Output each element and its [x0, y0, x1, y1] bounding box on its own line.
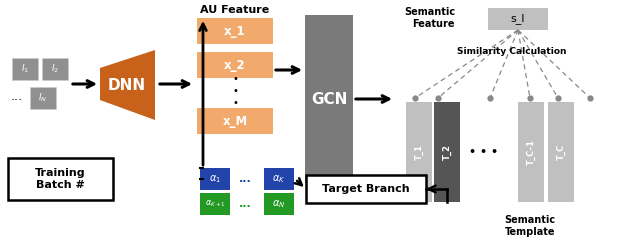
Text: Semantic
Feature: Semantic Feature [404, 7, 455, 29]
Text: x_2: x_2 [224, 59, 246, 72]
Text: ...: ... [239, 199, 252, 209]
Text: T_1: T_1 [415, 144, 424, 160]
Text: ...: ... [11, 90, 23, 103]
Text: $I_N$: $I_N$ [38, 92, 47, 104]
Text: AU Feature: AU Feature [200, 5, 269, 15]
Text: ...: ... [239, 174, 252, 184]
Text: T_2: T_2 [442, 144, 452, 160]
Text: $\alpha_{K+1}$: $\alpha_{K+1}$ [205, 199, 225, 209]
FancyBboxPatch shape [518, 102, 544, 202]
Text: $I_1$: $I_1$ [21, 63, 29, 75]
FancyBboxPatch shape [12, 58, 38, 80]
FancyBboxPatch shape [305, 15, 353, 183]
Text: Training
Batch #: Training Batch # [35, 168, 85, 190]
FancyBboxPatch shape [488, 8, 548, 30]
Text: GCN: GCN [311, 92, 347, 107]
Text: x_1: x_1 [224, 25, 246, 37]
Text: •
•
•: • • • [232, 74, 238, 108]
FancyBboxPatch shape [264, 193, 294, 215]
Text: T_C: T_C [556, 144, 566, 160]
Text: • • •: • • • [469, 147, 499, 157]
FancyBboxPatch shape [197, 52, 273, 78]
Polygon shape [100, 50, 155, 120]
Text: T_C-1: T_C-1 [527, 139, 536, 165]
Text: $\alpha_N$: $\alpha_N$ [273, 198, 285, 210]
FancyBboxPatch shape [200, 193, 230, 215]
FancyBboxPatch shape [306, 175, 426, 203]
FancyBboxPatch shape [434, 102, 460, 202]
Text: $I_2$: $I_2$ [51, 63, 59, 75]
Text: Similarity Calculation: Similarity Calculation [457, 47, 567, 57]
Text: Semantic
Template: Semantic Template [504, 215, 556, 237]
Text: x_M: x_M [222, 114, 248, 127]
Text: DNN: DNN [108, 77, 146, 92]
FancyBboxPatch shape [42, 58, 68, 80]
FancyBboxPatch shape [200, 168, 230, 190]
FancyBboxPatch shape [197, 108, 273, 134]
Text: $\alpha_1$: $\alpha_1$ [209, 173, 221, 185]
FancyBboxPatch shape [406, 102, 432, 202]
Text: s_l: s_l [511, 14, 525, 24]
FancyBboxPatch shape [8, 158, 113, 200]
FancyBboxPatch shape [264, 168, 294, 190]
FancyBboxPatch shape [197, 18, 273, 44]
Text: Target Branch: Target Branch [322, 184, 410, 194]
FancyBboxPatch shape [548, 102, 574, 202]
Text: $\alpha_K$: $\alpha_K$ [273, 173, 285, 185]
FancyBboxPatch shape [30, 87, 56, 109]
